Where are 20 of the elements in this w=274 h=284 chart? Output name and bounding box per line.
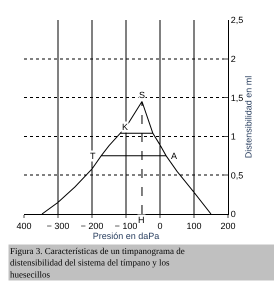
annotation: A <box>171 151 178 161</box>
x-tick-label: − 300 <box>46 220 70 231</box>
x-tick-label: 0 <box>157 220 163 231</box>
y-tick-label: 0,5 <box>230 170 244 180</box>
x-tick-label: − 200 <box>80 220 104 231</box>
annotation: T <box>90 151 96 161</box>
x-tick-label: − 100 <box>114 220 138 231</box>
y-axis-title: Distensibilidad en ml <box>243 76 254 158</box>
y-tick-label: 2,5 <box>230 15 244 26</box>
y-tick-label: 0 <box>230 209 236 220</box>
y-tick-label: 2 <box>230 54 236 64</box>
annotation: H <box>138 215 144 225</box>
x-tick-label: 100 <box>186 220 202 231</box>
y-tick-label: 1 <box>230 132 236 142</box>
x-tick-label: 400 <box>16 220 32 231</box>
annotation: S <box>139 90 146 100</box>
y-tick-label: 1,5 <box>230 92 244 103</box>
text: Figura 3. Características de un timpanograma de distensibilidad del sistema del tímpano y los huesecillos <box>10 246 185 280</box>
x-axis-title: Presión en daPa <box>92 230 160 241</box>
x-tick-label: 200 <box>220 220 236 231</box>
